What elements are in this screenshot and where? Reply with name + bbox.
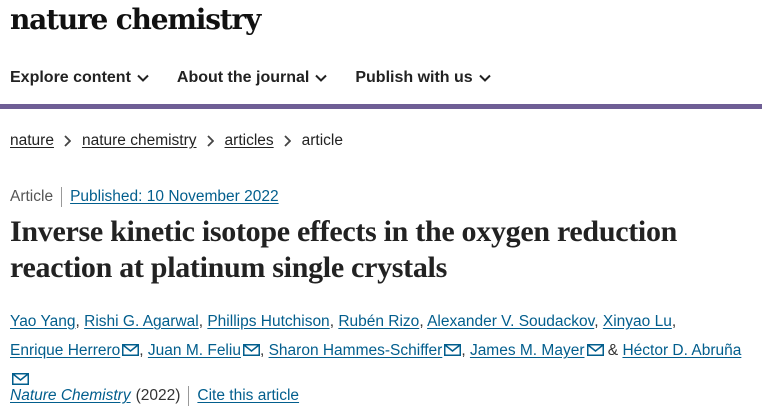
author-entry: Sharon Hammes-Schiffer, (269, 342, 470, 359)
author-entry: Rishi G. Agarwal, (84, 313, 207, 330)
breadcrumb-articles[interactable]: articles (224, 132, 274, 149)
nav-publish-with-us[interactable]: Publish with us (355, 69, 491, 87)
mail-icon[interactable] (586, 337, 604, 356)
nav-item-label: Publish with us (355, 69, 473, 86)
author-link[interactable]: Xinyao Lu (602, 313, 672, 330)
author-separator: , (461, 342, 470, 359)
breadcrumb: nature nature chemistry articles article (10, 131, 343, 151)
author-link[interactable]: Sharon Hammes-Schiffer (268, 342, 443, 359)
author-separator: , (259, 342, 269, 359)
author-link[interactable]: Enrique Herrero (10, 342, 121, 359)
breadcrumb-current: article (301, 132, 343, 149)
mail-icon[interactable] (444, 337, 462, 356)
author-entry: Phillips Hutchison, (207, 313, 338, 330)
chevron-right-icon (63, 135, 73, 147)
nav-about-the-journal[interactable]: About the journal (176, 69, 328, 87)
chevron-right-icon (283, 135, 293, 147)
meta-divider (188, 386, 190, 406)
nav-accent-rule (0, 104, 762, 109)
journal-link[interactable]: Nature Chemistry (10, 387, 131, 404)
journal-logo[interactable]: nature chemistry (10, 0, 261, 48)
author-separator: , (329, 313, 339, 330)
mail-icon[interactable] (122, 337, 140, 356)
author-link[interactable]: Juan M. Feliu (147, 342, 241, 359)
author-separator: , (75, 313, 85, 330)
author-link[interactable]: James M. Mayer (469, 342, 585, 359)
author-link[interactable]: Rishi G. Agarwal (84, 313, 199, 330)
article-title: Inverse kinetic isotope effects in the o… (10, 215, 678, 284)
mail-icon[interactable] (12, 366, 29, 385)
author-list: Yao Yang, Rishi G. Agarwal, Phillips Hut… (10, 307, 760, 394)
author-separator: , (198, 313, 208, 330)
article-citation-info: Nature Chemistry (2022) Cite this articl… (10, 385, 299, 407)
author-entry: Enrique Herrero, (10, 342, 148, 359)
author-entry: Yao Yang, (10, 313, 84, 330)
author-entry: James M. Mayer & (470, 342, 623, 359)
breadcrumb-nature[interactable]: nature (10, 132, 54, 149)
author-separator: , (419, 313, 428, 330)
author-entry: Juan M. Feliu, (148, 342, 269, 359)
breadcrumb-nature-chemistry[interactable]: nature chemistry (81, 132, 197, 149)
nav-item-label: About the journal (176, 69, 310, 86)
author-entry: Alexander V. Soudackov, (427, 313, 603, 330)
cite-this-article-link[interactable]: Cite this article (197, 387, 300, 404)
chevron-down-icon (478, 72, 491, 84)
mail-icon[interactable] (242, 337, 260, 356)
author-link[interactable]: Rubén Rizo (338, 313, 420, 330)
journal-logo-text: nature chemistry (10, 3, 261, 36)
nav-explore-content[interactable]: Explore content (10, 69, 149, 87)
publication-year: (2022) (135, 387, 181, 404)
chevron-down-icon (137, 72, 149, 84)
author-entry: Héctor D. Abruña (10, 342, 741, 388)
meta-divider (61, 187, 63, 207)
published-date-link[interactable]: Published: 10 November 2022 (70, 188, 279, 205)
main-nav: Explore content About the journal Publis… (0, 52, 762, 104)
author-link[interactable]: Alexander V. Soudackov (427, 313, 595, 330)
nav-item-label: Explore content (10, 69, 131, 86)
author-separator: & (603, 342, 623, 359)
author-separator: , (671, 313, 677, 330)
article-type: Article (10, 188, 54, 205)
author-entry: Xinyao Lu, (603, 313, 676, 330)
author-link[interactable]: Phillips Hutchison (207, 313, 330, 330)
article-meta: Article Published: 10 November 2022 (10, 186, 279, 208)
author-entry: Rubén Rizo, (338, 313, 427, 330)
author-link[interactable]: Héctor D. Abruña (622, 342, 742, 359)
author-link[interactable]: Yao Yang (10, 313, 76, 330)
author-separator: , (139, 342, 148, 359)
chevron-right-icon (206, 135, 216, 147)
chevron-down-icon (315, 72, 328, 84)
author-separator: , (594, 313, 603, 330)
